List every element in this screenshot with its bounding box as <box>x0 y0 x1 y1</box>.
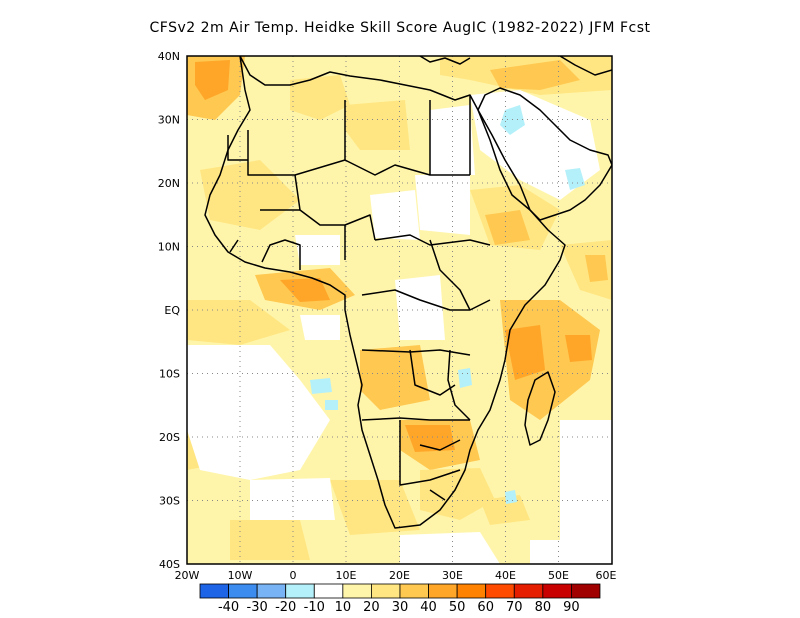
colorbar-swatch <box>456 583 487 599</box>
lat-label: 10S <box>159 368 180 381</box>
colorbar-swatch <box>285 583 315 599</box>
colorbar-label: -30 <box>247 600 268 615</box>
lat-label: 20S <box>159 431 180 444</box>
colorbar-label: 90 <box>563 600 580 615</box>
colorbar-label: 20 <box>363 600 380 615</box>
lat-label: 30S <box>159 495 180 508</box>
lat-label: 20N <box>158 177 180 190</box>
lon-label: 30E <box>442 569 463 582</box>
lat-label: EQ <box>164 304 180 317</box>
lon-label: 20W <box>175 569 200 582</box>
colorbar-swatch <box>199 583 229 599</box>
colorbar-label: -10 <box>304 600 325 615</box>
colorbar: -40 -30 -20 -10 10 20 30 40 50 60 70 80 90 <box>199 583 601 615</box>
longitude-labels: 20W 10W 0 10E 20E 30E 40E 50E 60E <box>175 569 617 582</box>
colorbar-swatch <box>542 583 572 599</box>
lon-label: 10W <box>228 569 253 582</box>
latitude-labels: 40N 30N 20N 10N EQ 10S 20S 30S 40S <box>158 50 181 571</box>
lon-label: 0 <box>290 569 297 582</box>
colorbar-swatch <box>428 583 458 599</box>
colorbar-swatch <box>513 583 544 599</box>
colorbar-label: 10 <box>335 600 352 615</box>
colorbar-label: 40 <box>420 600 437 615</box>
lon-label: 20E <box>389 569 410 582</box>
colorbar-swatch <box>313 583 344 599</box>
lat-label: 40S <box>159 558 180 571</box>
lat-label: 40N <box>158 50 180 63</box>
colorbar-label: 80 <box>535 600 552 615</box>
colorbar-swatch <box>485 583 515 599</box>
colorbar-label: 50 <box>449 600 466 615</box>
colorbar-label: 60 <box>477 600 494 615</box>
colorbar-label: 30 <box>392 600 409 615</box>
lon-label: 10E <box>336 569 357 582</box>
colorbar-swatch <box>371 583 401 599</box>
lon-label: 60E <box>596 569 617 582</box>
colorbar-swatch <box>571 583 601 599</box>
colorbar-swatch <box>228 583 258 599</box>
colorbar-label: 70 <box>506 600 523 615</box>
graticule <box>187 56 612 564</box>
lon-label: 50E <box>548 569 569 582</box>
lat-label: 30N <box>158 114 180 127</box>
coastlines <box>204 56 612 529</box>
colorbar-label: -40 <box>218 600 239 615</box>
lat-label: 10N <box>158 241 180 254</box>
colorbar-swatch <box>256 583 287 599</box>
map-frame <box>186 55 613 565</box>
colorbar-swatch <box>342 583 372 599</box>
colorbar-label: -20 <box>275 600 296 615</box>
colorbar-swatch <box>399 583 429 599</box>
skill-field <box>187 56 612 564</box>
lon-label: 40E <box>495 569 516 582</box>
map-title: CFSv2 2m Air Temp. Heidke Skill Score Au… <box>149 20 651 36</box>
